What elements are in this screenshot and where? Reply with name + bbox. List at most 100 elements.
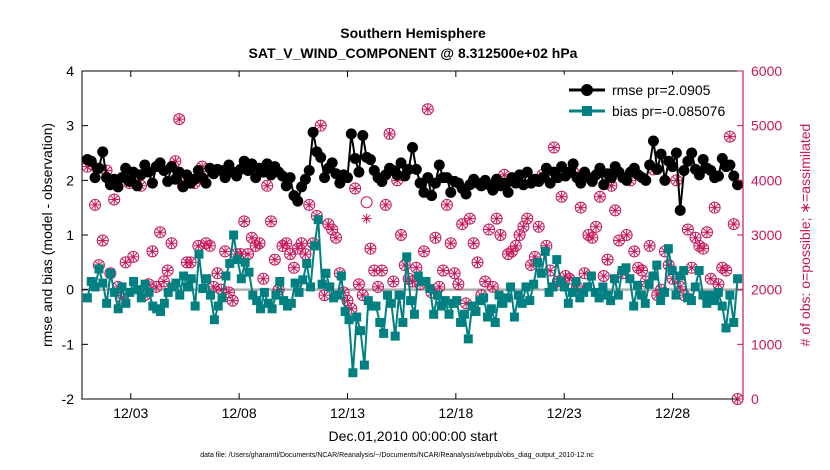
obs-assimilated-marker xyxy=(591,221,602,232)
y-tick-label: 0 xyxy=(66,282,74,298)
bias-point xyxy=(413,271,423,281)
rmse-point xyxy=(326,157,338,169)
bias-point xyxy=(733,274,743,284)
rmse-point xyxy=(315,151,327,163)
obs-possible-marker xyxy=(203,239,216,252)
rmse-point xyxy=(647,135,659,147)
obs-possible-marker xyxy=(127,250,140,263)
rmse-point xyxy=(498,177,510,189)
obs-possible-marker xyxy=(157,275,170,288)
obs-assimilated-marker xyxy=(449,268,460,279)
bias-point xyxy=(248,290,258,300)
bias-point xyxy=(332,290,342,300)
bias-point xyxy=(656,296,666,306)
bias-point xyxy=(644,279,654,289)
obs-assimilated-marker xyxy=(713,279,724,290)
x-tick-label: 12/28 xyxy=(655,405,690,421)
legend: rmse pr=2.0905 bias pr=-0.085076 xyxy=(562,74,740,124)
obs-possible-marker xyxy=(146,245,159,258)
obs-assimilated-marker xyxy=(621,230,632,240)
obs-assimilated-marker xyxy=(319,290,330,301)
obs-possible-marker xyxy=(697,242,710,255)
y-right-tick-label: 0 xyxy=(751,391,759,407)
rmse-point xyxy=(357,130,369,142)
obs-assimilated-marker xyxy=(495,230,506,240)
obs-assimilated-marker xyxy=(212,268,223,279)
obs-assimilated-marker xyxy=(652,290,663,301)
obs-assimilated-marker xyxy=(690,232,701,243)
obs-assimilated-marker xyxy=(629,246,640,257)
obs-assimilated-marker xyxy=(491,213,502,224)
rmse-point xyxy=(299,173,311,185)
obs-assimilated-marker xyxy=(288,262,299,273)
obs-possible-marker xyxy=(330,231,343,244)
obs-assimilated-marker xyxy=(300,249,311,260)
obs-possible-marker xyxy=(108,193,121,206)
bias-point xyxy=(236,274,246,284)
obs-assimilated-marker xyxy=(633,262,644,273)
obs-assimilated-marker xyxy=(147,246,158,257)
obs-possible-marker xyxy=(670,174,683,187)
bias-point xyxy=(144,287,154,297)
bias-point xyxy=(382,290,392,300)
bias-point xyxy=(348,368,358,378)
rmse-point xyxy=(422,172,434,184)
legend-bias-label: bias pr=-0.085076 xyxy=(612,103,725,119)
bias-point xyxy=(325,282,335,292)
rmse-point xyxy=(682,155,694,167)
obs-possible-marker xyxy=(372,280,385,293)
obs-assimilated-marker xyxy=(365,243,376,254)
obs-assimilated-marker xyxy=(158,276,169,287)
bias-point xyxy=(194,249,204,259)
obs-assimilated-marker xyxy=(296,238,307,249)
bias-point xyxy=(633,280,643,290)
obs-assimilated-marker xyxy=(97,235,108,246)
y-tick-label: -2 xyxy=(62,391,75,407)
obs-assimilated-marker xyxy=(120,257,131,268)
y-right-tick-label: 5000 xyxy=(751,118,782,134)
bias-point xyxy=(556,276,566,286)
obs-assimilated-marker xyxy=(396,230,407,240)
obs-assimilated-marker xyxy=(388,276,399,287)
rmse-point xyxy=(651,163,663,175)
bias-point xyxy=(521,282,531,292)
bias-point xyxy=(140,279,150,289)
obs-possible-marker xyxy=(693,239,706,252)
obs-possible-marker xyxy=(264,215,277,228)
bias-point xyxy=(613,290,623,300)
obs-possible-marker xyxy=(486,280,499,293)
obs-assimilated-marker xyxy=(82,161,93,172)
rmse-point xyxy=(146,177,158,189)
obs-assimilated-marker xyxy=(243,249,254,260)
bias-point xyxy=(209,315,219,325)
bias-point xyxy=(121,298,131,308)
bias-point xyxy=(213,301,223,311)
obs-assimilated-marker xyxy=(258,273,269,284)
x-tick-label: 12/18 xyxy=(438,405,473,421)
obs-assimilated-marker xyxy=(166,238,177,249)
bias-point xyxy=(217,293,227,303)
rmse-point xyxy=(563,166,575,178)
rmse-point xyxy=(594,162,606,174)
obs-assimilated-marker xyxy=(315,120,326,131)
bias-point xyxy=(498,298,508,308)
obs-assimilated-marker xyxy=(545,265,556,276)
obs-possible-marker xyxy=(383,127,396,140)
obs-assimilated-marker xyxy=(418,246,429,257)
obs-assimilated-marker xyxy=(223,287,234,298)
obs-assimilated-marker xyxy=(380,199,391,210)
obs-assimilated-marker xyxy=(510,240,521,251)
rmse-point xyxy=(502,186,514,198)
y-axis-right-label: # of obs: o=possible; ∗=assimilated xyxy=(797,124,813,347)
rmse-point xyxy=(93,162,105,174)
obs-assimilated-marker xyxy=(101,165,112,176)
bias-point xyxy=(563,298,573,308)
rmse-point xyxy=(280,180,292,192)
bias-point xyxy=(517,298,527,308)
obs-assimilated-marker xyxy=(373,281,384,292)
rmse-point xyxy=(89,172,101,184)
bias-point xyxy=(90,282,100,292)
bias-point xyxy=(344,315,354,325)
bias-point xyxy=(440,296,450,306)
obs-assimilated-marker xyxy=(277,240,288,251)
